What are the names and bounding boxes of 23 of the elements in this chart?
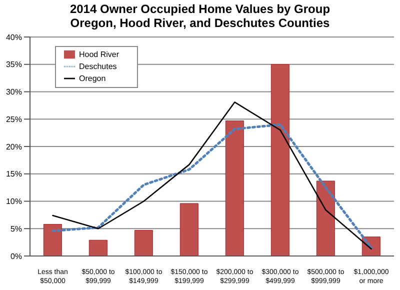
bar — [316, 180, 335, 256]
y-tick-label: 10% — [6, 197, 22, 206]
line-series — [52, 123, 372, 250]
bar — [270, 64, 290, 256]
bar — [180, 203, 198, 256]
chart-title: 2014 Owner Occupied Home Values by Group — [68, 2, 332, 16]
y-tick-label: 5% — [10, 224, 22, 234]
bar — [225, 120, 244, 256]
y-tick-label: 15% — [6, 170, 22, 179]
legend-label: Oregon — [79, 74, 106, 83]
bar — [43, 224, 62, 256]
legend-label: Hood River — [79, 50, 120, 59]
bar — [88, 240, 108, 256]
y-tick-label: 30% — [6, 88, 22, 97]
y-tick-label: 0% — [10, 252, 22, 261]
bar — [134, 230, 153, 256]
y-tick-label: 40% — [6, 32, 22, 42]
y-tick-label: 35% — [6, 60, 22, 70]
y-tick-label: 20% — [6, 142, 22, 152]
line-series — [52, 102, 372, 250]
chart-subtitle: Oregon, Hood River, and Deschutes Counties — [69, 16, 331, 30]
y-tick-label: 25% — [6, 114, 22, 124]
legend-label: Deschutes — [79, 62, 117, 71]
